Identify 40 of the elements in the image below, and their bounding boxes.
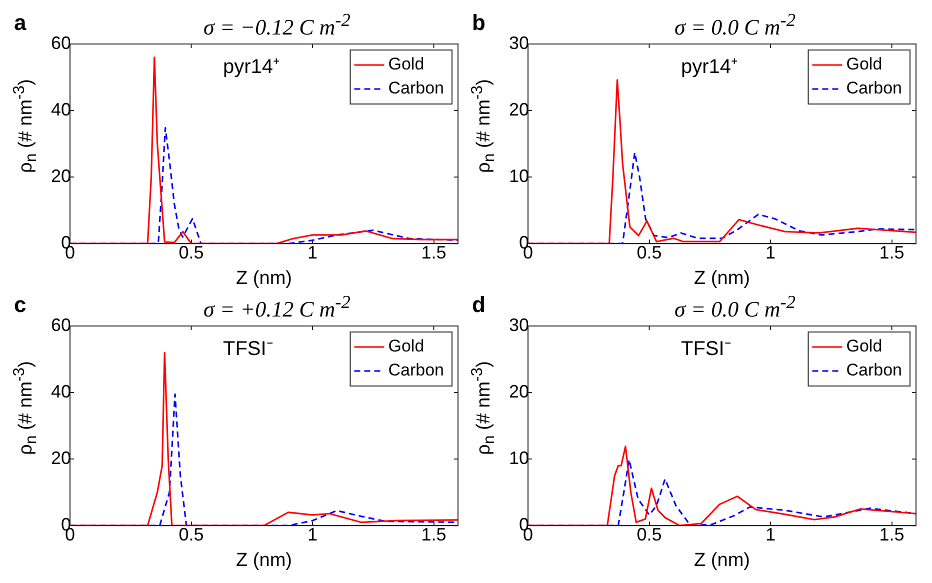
y-tick-label: 30 (508, 314, 530, 335)
x-tick-label: 1 (308, 242, 318, 262)
chart-title: σ = +0.12 C m$^{-2}$ (202, 292, 352, 322)
legend-label: Gold (388, 336, 424, 356)
chart-title: σ = −0.12 C m$^{-2}$ (202, 10, 352, 40)
y-tick-label: 60 (50, 314, 72, 335)
chart-title: σ = 0.0 C m$^{-2}$ (673, 10, 797, 40)
x-tick-label: 0.5 (636, 242, 662, 262)
x-tick-label: 1 (766, 242, 776, 262)
x-axis-title: Z (nm) (694, 268, 750, 289)
annotation: pyr14⁺ (223, 55, 280, 79)
text: c (14, 292, 26, 318)
legend-label: Carbon (846, 360, 902, 380)
x-tick-label: 1.5 (879, 242, 904, 262)
legend-label: Gold (388, 54, 424, 74)
y-tick-label: 30 (508, 32, 530, 53)
chart-title: σ = 0.0 C m$^{-2}$ (673, 292, 797, 322)
x-tick-label: 1.5 (879, 524, 904, 544)
legend-label: Gold (846, 336, 882, 356)
annotation: TFSI⁻ (223, 337, 274, 361)
text: b (472, 10, 486, 36)
x-tick-label: 1 (308, 524, 318, 544)
text: d (472, 292, 486, 318)
annotation: TFSI⁻ (681, 337, 732, 361)
x-tick-label: 1.5 (421, 524, 446, 544)
legend-label: Carbon (388, 360, 444, 380)
x-tick-label: 0.5 (178, 242, 204, 262)
annotation: pyr14⁺ (681, 55, 738, 79)
legend-label: Gold (846, 54, 882, 74)
x-axis-title: Z (nm) (694, 550, 750, 571)
x-tick-label: 0.5 (636, 524, 662, 544)
x-tick-label: 0.5 (178, 524, 204, 544)
x-tick-label: 1.5 (421, 242, 446, 262)
x-axis-title: Z (nm) (236, 550, 292, 571)
x-tick-label: 1 (766, 524, 776, 544)
y-tick-label: 60 (50, 32, 72, 53)
legend-label: Carbon (388, 78, 444, 98)
x-axis-title: Z (nm) (236, 268, 292, 289)
legend-label: Carbon (846, 78, 902, 98)
text: a (14, 10, 26, 36)
